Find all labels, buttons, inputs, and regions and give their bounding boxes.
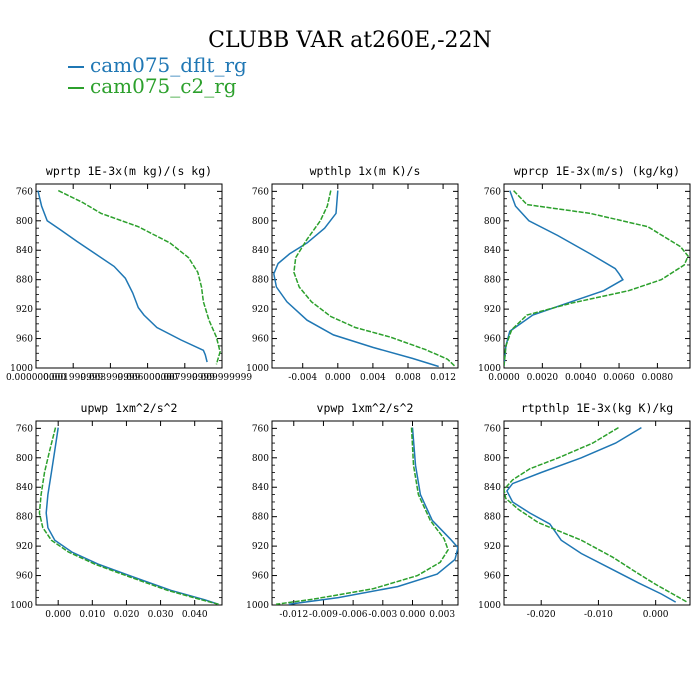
y-tick-label: 960 [252,335,269,345]
y-tick-label: 920 [252,542,269,552]
y-tick-label: 800 [252,454,269,464]
x-tick-label: -0.009 [309,610,338,620]
plot-frame [36,184,222,368]
y-tick-label: 760 [252,187,269,197]
series-line-dflt [46,428,218,605]
y-tick-label: 760 [16,424,33,434]
series-line-c2 [58,191,220,365]
series-line-c2 [39,428,218,605]
y-tick-label: 880 [484,276,501,286]
series-line-c2 [294,191,455,366]
x-tick-label: -0.003 [368,610,397,620]
panel-title: wprtp 1E-3x(m kg)/(s kg) [46,164,212,178]
y-tick-label: 1000 [10,601,33,611]
x-tick-label: -0.012 [279,610,308,620]
y-tick-label: 760 [16,187,33,197]
x-tick-label: 0.004 [360,373,386,383]
y-tick-label: 880 [252,276,269,286]
y-tick-label: 840 [252,246,269,256]
panel-4: upwp 1xm^2/s^2 760 800 840 880 920 960 1000 0.00… [10,401,222,620]
y-tick-label: 840 [484,246,501,256]
x-tick-label: 0.000 [325,373,351,383]
series-line-c2 [276,428,448,605]
plot-frame [272,184,458,368]
chart-figure: wprtp 1E-3x(m kg)/(s kg) 760 800 840 880 920 9… [0,0,700,700]
y-tick-label: 920 [16,542,33,552]
y-tick-label: 840 [16,483,33,493]
x-tick-label: -0.010 [584,610,613,620]
y-tick-label: 960 [484,572,501,582]
x-tick-label: 0.0060 [603,373,635,383]
series-line-dflt [289,428,458,605]
series-line-c2 [504,428,687,602]
panel-6: rtpthlp 1E-3x(kg K)/kg 760 800 840 880 920 960… [478,401,690,620]
y-tick-label: 960 [252,572,269,582]
y-tick-label: 960 [16,572,33,582]
y-tick-label: 840 [484,483,501,493]
x-tick-label: 0.0040 [565,373,597,383]
y-tick-label: 920 [252,305,269,315]
x-tick-label: 0.020 [114,610,140,620]
y-tick-label: 1000 [246,364,269,374]
y-tick-label: 1000 [478,601,501,611]
x-tick-label: 0.0080 [642,373,674,383]
y-tick-label: 760 [252,424,269,434]
series-line-dflt [507,428,676,602]
y-tick-label: 880 [252,513,269,523]
y-tick-label: 960 [484,335,501,345]
y-tick-label: 800 [16,454,33,464]
x-tick-label: -0.006 [339,610,368,620]
x-tick-label: 0.010 [79,610,105,620]
y-tick-label: 1000 [246,601,269,611]
panel-title: wpthlp 1x(m K)/s [310,164,421,178]
series-line-dflt [38,191,207,363]
y-tick-label: 800 [252,217,269,227]
series-line-c2 [504,191,688,366]
y-tick-label: 880 [16,276,33,286]
panel-2: wpthlp 1x(m K)/s 760 800 840 880 920 960 1000 -0… [246,164,458,383]
panel-title: upwp 1xm^2/s^2 [81,401,178,415]
y-tick-label: 920 [484,542,501,552]
panel-5: vpwp 1xm^2/s^2 760 800 840 880 920 960 1000 -0.0… [246,401,458,620]
plot-frame [504,184,690,368]
x-tick-label: 0.003 [429,610,455,620]
series-line-dflt [274,191,439,367]
y-tick-label: 920 [484,305,501,315]
y-tick-label: 960 [16,335,33,345]
panel-title: wprcp 1E-3x(m/s) (kg/kg) [514,164,680,178]
x-tick-label: 0.0020 [527,373,559,383]
x-tick-label: 0.000 [643,610,669,620]
y-tick-label: 800 [484,217,501,227]
panel-title: vpwp 1xm^2/s^2 [317,401,414,415]
y-tick-label: 880 [16,513,33,523]
plot-frame [272,421,458,605]
y-tick-label: 920 [16,305,33,315]
plot-frame [504,421,690,605]
x-tick-label: -0.020 [527,610,556,620]
x-tick-label: 0.012 [430,373,456,383]
x-tick-label: 0.030 [148,610,174,620]
y-tick-label: 760 [484,424,501,434]
panel-3: wprcp 1E-3x(m/s) (kg/kg) 760 800 840 880 920 9… [478,164,690,383]
x-tick-label: 0.000 [400,610,426,620]
y-tick-label: 880 [484,513,501,523]
y-tick-label: 800 [484,454,501,464]
y-tick-label: 800 [16,217,33,227]
x-tick-label: 0.009999999 [192,373,252,383]
x-tick-label: 0.008 [395,373,421,383]
x-tick-label: 0.000 [45,610,71,620]
panel-1: wprtp 1E-3x(m kg)/(s kg) 760 800 840 880 920 9… [6,164,252,383]
x-tick-label: -0.004 [288,373,317,383]
panel-title: rtpthlp 1E-3x(kg K)/kg [521,401,673,415]
y-tick-label: 760 [484,187,501,197]
x-tick-label: 0.040 [182,610,208,620]
y-tick-label: 840 [252,483,269,493]
x-tick-label: 0.0000 [488,373,520,383]
y-tick-label: 840 [16,246,33,256]
